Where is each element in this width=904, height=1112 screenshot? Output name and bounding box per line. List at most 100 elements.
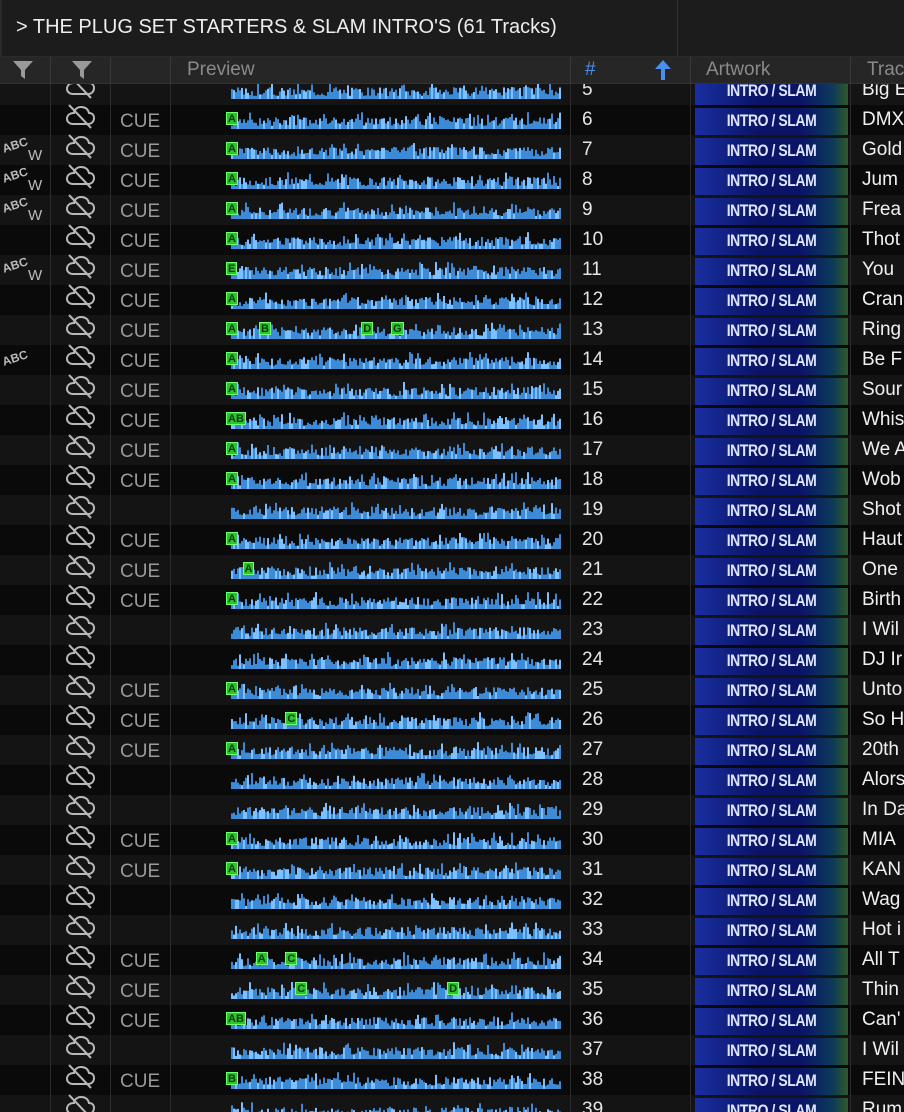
cloud-off-icon[interactable]	[64, 972, 96, 1000]
playlist-title[interactable]: > THE PLUG SET STARTERS & SLAM INTRO'S (…	[16, 16, 557, 38]
track-row[interactable]: ABC CUE A 14 INTRO / SLAM Be F	[0, 342, 904, 375]
track-row[interactable]: CUE C D 35 INTRO / SLAM Thin	[0, 972, 904, 1005]
hot-cue-marker[interactable]: A	[226, 202, 238, 215]
track-preview-waveform[interactable]: A	[171, 195, 571, 225]
track-row[interactable]: ABC W CUE A 9 INTRO / SLAM Frea	[0, 192, 904, 225]
track-row[interactable]: 29 INTRO / SLAM In Da	[0, 792, 904, 825]
track-preview-waveform[interactable]: C	[171, 705, 571, 735]
hot-cue-marker[interactable]: C	[285, 712, 298, 725]
cloud-off-icon[interactable]	[64, 162, 96, 190]
cloud-off-icon[interactable]	[64, 912, 96, 940]
hot-cue-marker[interactable]: AB	[226, 412, 246, 425]
hot-cue-marker[interactable]: A	[226, 742, 238, 755]
track-preview-waveform[interactable]	[171, 615, 571, 645]
cloud-off-icon[interactable]	[64, 342, 96, 370]
hot-cue-marker[interactable]: A	[226, 682, 238, 695]
track-preview-waveform[interactable]: A	[171, 285, 571, 315]
hot-cue-marker[interactable]: A	[255, 952, 268, 965]
track-row[interactable]: CUE A 15 INTRO / SLAM Sour	[0, 374, 904, 405]
column-number-header[interactable]: #	[571, 57, 691, 83]
track-row[interactable]: CUE A C 34 INTRO / SLAM All T	[0, 944, 904, 975]
hot-cue-marker[interactable]: A	[226, 592, 238, 605]
cloud-off-icon[interactable]	[64, 552, 96, 580]
track-preview-waveform[interactable]: AB	[171, 1005, 571, 1035]
hot-cue-marker[interactable]: B	[226, 1072, 238, 1085]
cloud-off-icon[interactable]	[64, 462, 96, 490]
track-preview-waveform[interactable]	[171, 765, 571, 795]
track-preview-waveform[interactable]: A	[171, 555, 571, 585]
cloud-off-icon[interactable]	[64, 792, 96, 820]
column-title-header[interactable]: Trac	[851, 57, 904, 83]
track-row[interactable]: CUE B 38 INTRO / SLAM FEIN	[0, 1062, 904, 1095]
track-preview-waveform[interactable]	[171, 495, 571, 525]
hot-cue-marker[interactable]: A	[226, 142, 238, 155]
track-row[interactable]: CUE A 30 INTRO / SLAM MIA	[0, 822, 904, 855]
cloud-off-icon[interactable]	[64, 702, 96, 730]
track-preview-waveform[interactable]: A	[171, 675, 571, 705]
track-row[interactable]: 39 INTRO / SLAM Rum	[0, 1092, 904, 1112]
track-preview-waveform[interactable]	[171, 1035, 571, 1065]
track-row[interactable]: 32 INTRO / SLAM Wag	[0, 884, 904, 915]
hot-cue-marker[interactable]: A	[226, 232, 238, 245]
sort-ascending-icon[interactable]	[653, 59, 673, 81]
cloud-off-icon[interactable]	[64, 1092, 96, 1112]
cloud-off-icon[interactable]	[64, 222, 96, 250]
cloud-off-icon[interactable]	[64, 672, 96, 700]
hot-cue-marker[interactable]: A	[226, 382, 238, 395]
track-preview-waveform[interactable]: A	[171, 135, 571, 165]
hot-cue-marker[interactable]: A	[226, 862, 238, 875]
track-row[interactable]: CUE A 10 INTRO / SLAM Thot	[0, 222, 904, 255]
cloud-off-icon[interactable]	[64, 252, 96, 280]
track-row[interactable]: CUE A 21 INTRO / SLAM One	[0, 552, 904, 585]
track-preview-waveform[interactable]: A	[171, 525, 571, 555]
track-row[interactable]: ABC W CUE A 7 INTRO / SLAM Gold	[0, 132, 904, 165]
column-cloud-filter[interactable]	[51, 57, 111, 83]
cloud-off-icon[interactable]	[64, 312, 96, 340]
track-preview-waveform[interactable]: A	[171, 225, 571, 255]
filter-icon[interactable]	[71, 60, 93, 80]
hot-cue-marker[interactable]: A	[226, 172, 238, 185]
track-preview-waveform[interactable]: A	[171, 465, 571, 495]
cloud-off-icon[interactable]	[64, 1062, 96, 1090]
track-preview-waveform[interactable]: A	[171, 585, 571, 615]
track-row[interactable]: ABC W CUE E 11 INTRO / SLAM You	[0, 252, 904, 285]
cloud-off-icon[interactable]	[64, 522, 96, 550]
track-row[interactable]: CUE A 20 INTRO / SLAM Haut	[0, 522, 904, 555]
track-preview-waveform[interactable]: A	[171, 105, 571, 135]
hot-cue-marker[interactable]: C	[285, 952, 298, 965]
cloud-off-icon[interactable]	[64, 1002, 96, 1030]
cloud-off-icon[interactable]	[64, 822, 96, 850]
hot-cue-marker[interactable]: A	[226, 472, 238, 485]
track-row[interactable]: 23 INTRO / SLAM I Wil	[0, 612, 904, 645]
cloud-off-icon[interactable]	[64, 852, 96, 880]
track-row[interactable]: CUE A 22 INTRO / SLAM Birth	[0, 582, 904, 615]
hot-cue-marker[interactable]: C	[295, 982, 308, 995]
track-row[interactable]: CUE AB 16 INTRO / SLAM Whis	[0, 404, 904, 435]
cloud-off-icon[interactable]	[64, 192, 96, 220]
column-artwork-header[interactable]: Artwork	[691, 57, 851, 83]
track-preview-waveform[interactable]: A	[171, 825, 571, 855]
cloud-off-icon[interactable]	[64, 642, 96, 670]
cloud-off-icon[interactable]	[64, 282, 96, 310]
track-preview-waveform[interactable]	[171, 1095, 571, 1112]
track-preview-waveform[interactable]	[171, 885, 571, 915]
track-row[interactable]: 33 INTRO / SLAM Hot i	[0, 912, 904, 945]
track-preview-waveform[interactable]	[171, 795, 571, 825]
column-preview-header[interactable]: Preview	[171, 57, 571, 83]
hot-cue-marker[interactable]: A	[226, 112, 238, 125]
cloud-off-icon[interactable]	[64, 612, 96, 640]
hot-cue-marker[interactable]: B	[259, 322, 271, 335]
track-row[interactable]: 24 INTRO / SLAM DJ Ir	[0, 642, 904, 675]
hot-cue-marker[interactable]: A	[226, 532, 238, 545]
track-preview-waveform[interactable]	[171, 645, 571, 675]
hot-cue-marker[interactable]: A	[226, 832, 238, 845]
cloud-off-icon[interactable]	[64, 492, 96, 520]
cloud-off-icon[interactable]	[64, 132, 96, 160]
track-row[interactable]: 5 INTRO / SLAM Big E	[0, 84, 904, 105]
hot-cue-marker[interactable]: E	[226, 262, 238, 275]
hot-cue-marker[interactable]: A	[226, 322, 238, 335]
cloud-off-icon[interactable]	[64, 732, 96, 760]
cloud-off-icon[interactable]	[64, 582, 96, 610]
